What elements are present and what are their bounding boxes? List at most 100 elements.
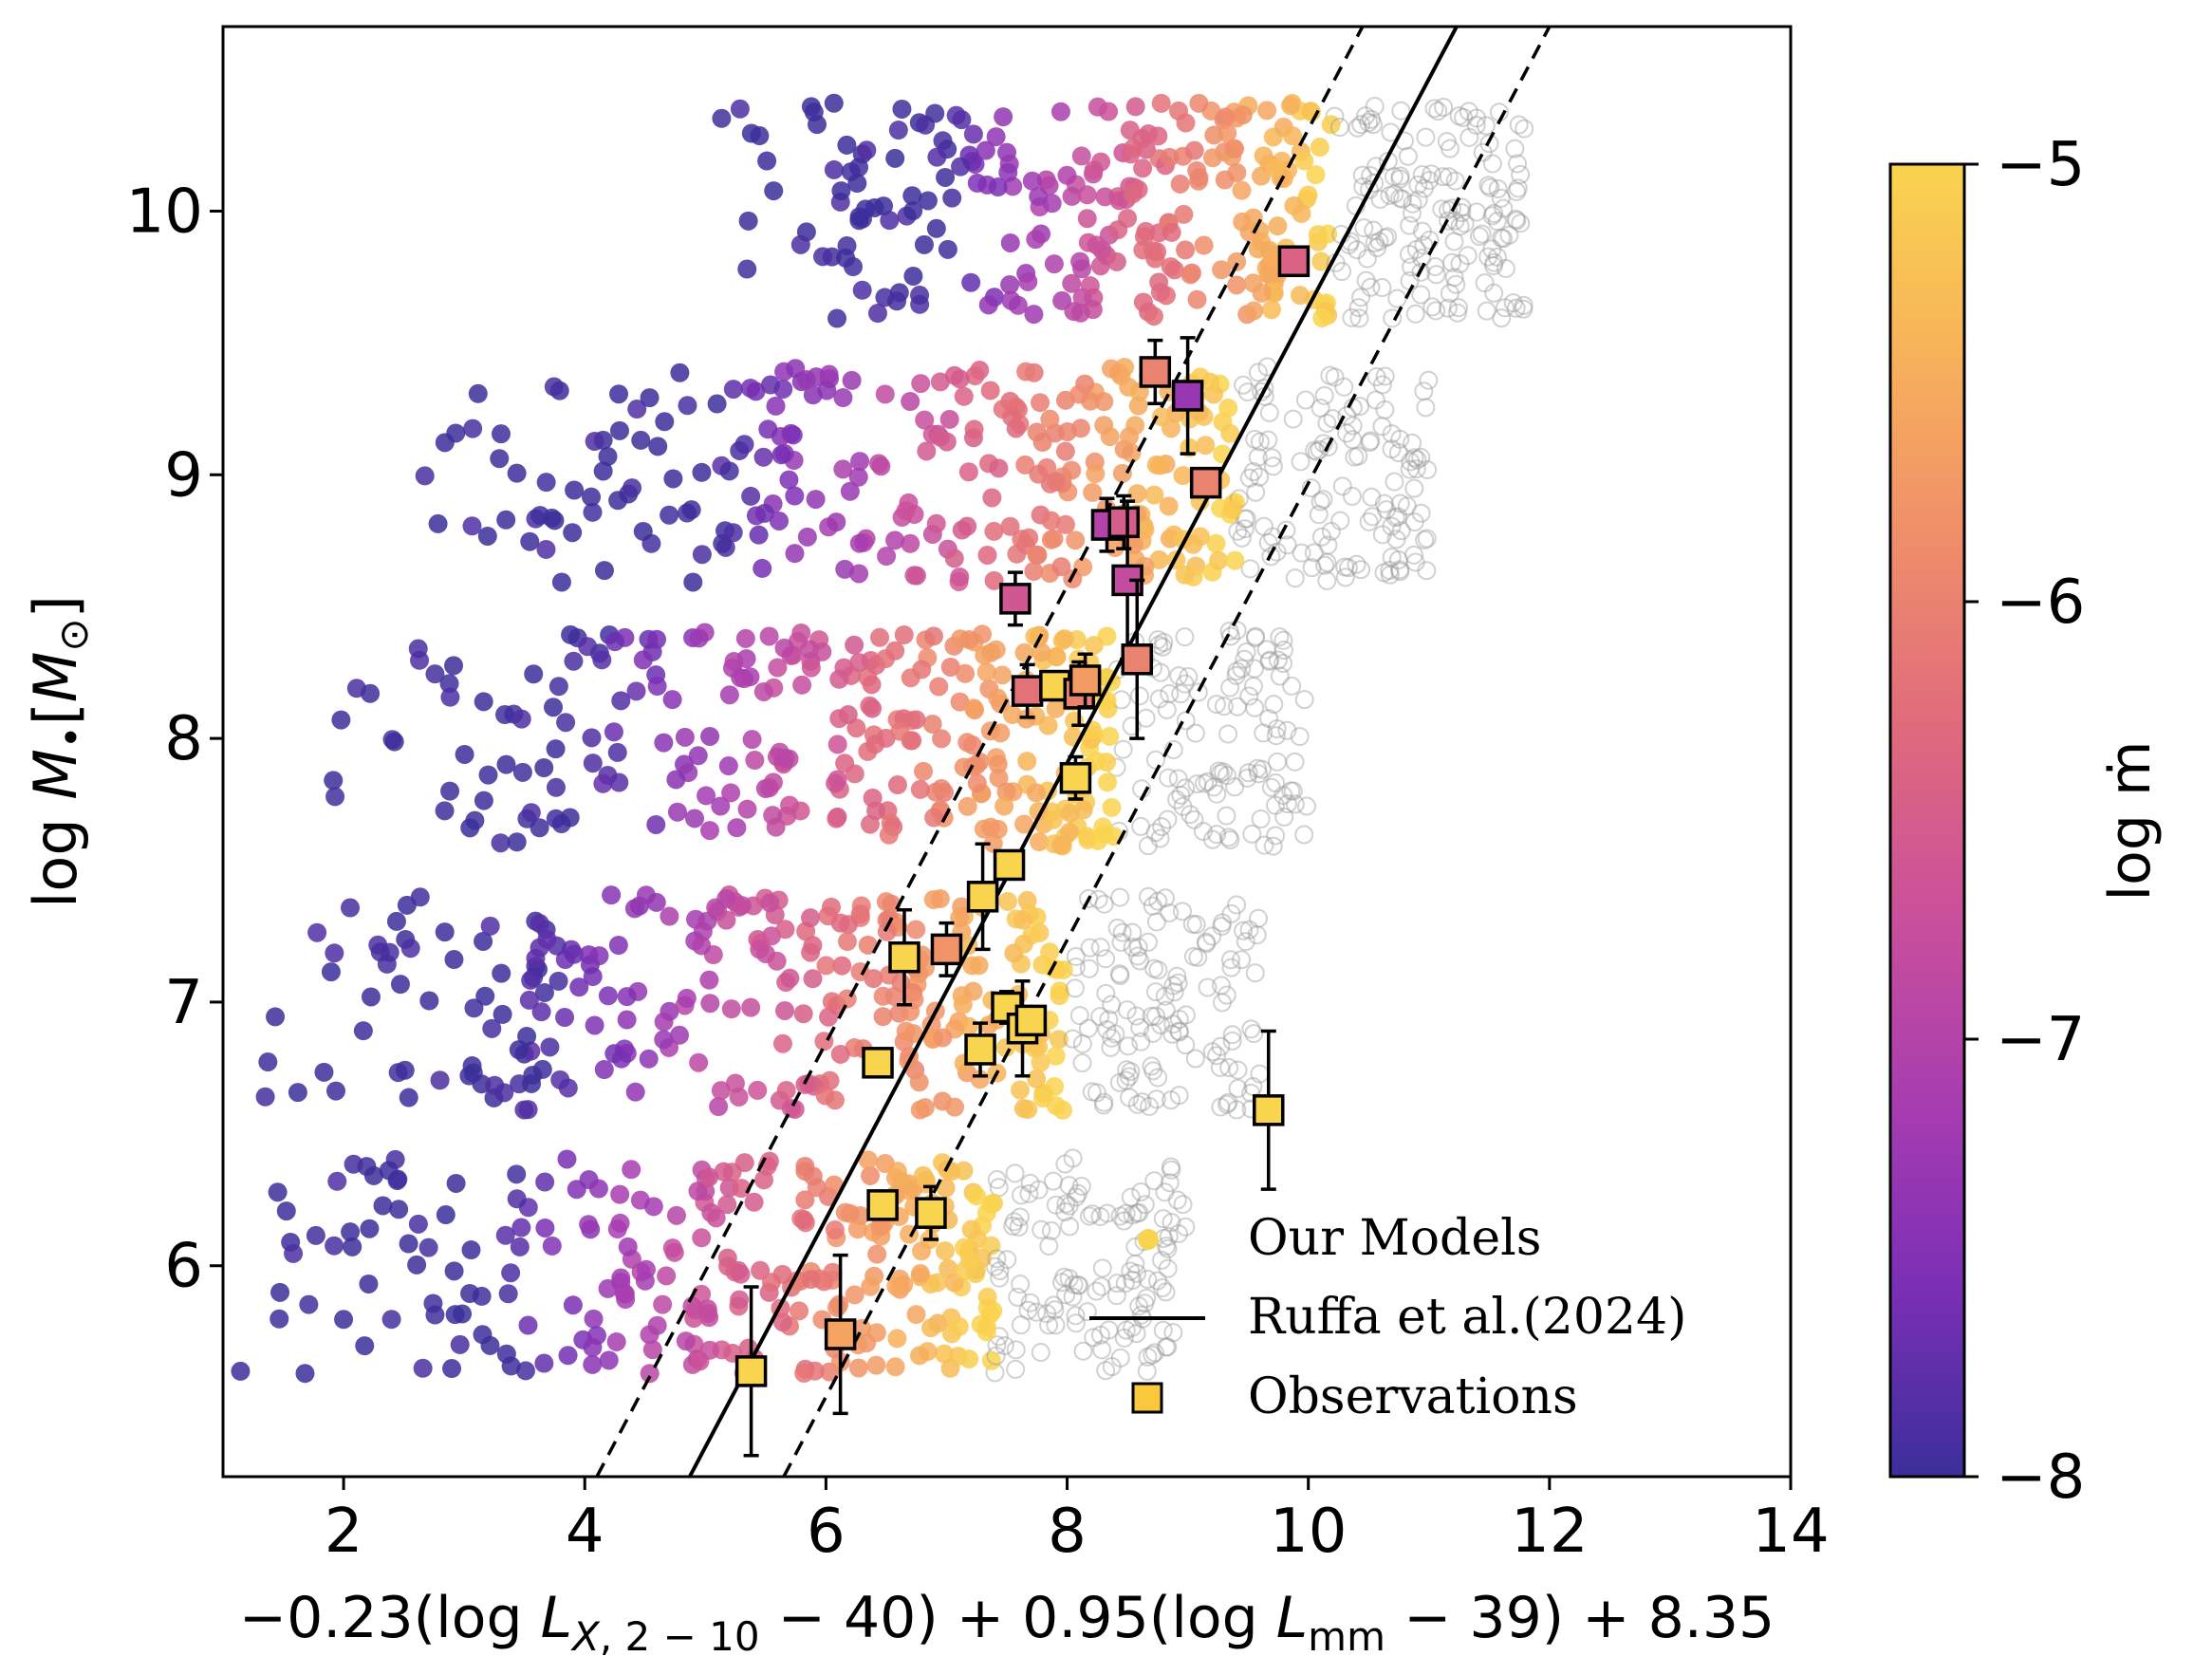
- model-point: [870, 1217, 890, 1237]
- model-point: [769, 511, 789, 530]
- model-point-empty: [1270, 666, 1290, 686]
- model-point: [933, 1028, 953, 1048]
- model-point-empty: [1356, 270, 1376, 290]
- model-point-empty: [1408, 175, 1428, 195]
- model-point: [922, 714, 942, 734]
- model-point: [558, 1346, 578, 1366]
- model-point: [1018, 271, 1038, 291]
- observation-marker: [993, 848, 1026, 882]
- model-point: [1160, 147, 1180, 167]
- model-point-empty: [1411, 285, 1431, 305]
- model-point-empty: [1515, 119, 1534, 139]
- model-point-empty: [1063, 1029, 1083, 1049]
- model-point-empty: [1246, 482, 1266, 502]
- observation-point: [964, 1021, 996, 1078]
- model-point: [1202, 148, 1222, 168]
- model-point: [967, 773, 987, 793]
- model-point-empty: [1247, 925, 1267, 945]
- model-point: [764, 181, 784, 201]
- model-point: [775, 1000, 795, 1020]
- model-point: [885, 148, 905, 168]
- model-point-empty: [1255, 835, 1274, 855]
- model-point: [688, 1182, 708, 1201]
- model-point-empty: [1366, 390, 1385, 410]
- y-axis-label: log M•[M⊙]: [21, 595, 97, 908]
- model-point-empty: [1132, 1092, 1152, 1112]
- model-point: [771, 445, 791, 465]
- model-point-empty: [1145, 982, 1165, 1002]
- model-point: [583, 502, 603, 522]
- model-point: [1014, 642, 1034, 662]
- model-point: [1216, 107, 1236, 127]
- model-point: [334, 1310, 354, 1330]
- model-point-empty: [1159, 768, 1179, 788]
- colorbar-ticks: −5 −6 −7 −8: [1964, 130, 2085, 1513]
- model-point: [930, 372, 950, 392]
- model-point: [1248, 239, 1268, 259]
- model-point: [936, 167, 956, 187]
- model-point-empty: [1207, 1046, 1227, 1066]
- model-point: [1050, 981, 1069, 1001]
- model-point: [507, 832, 527, 852]
- model-point-empty: [1475, 273, 1495, 293]
- model-point: [744, 1192, 764, 1212]
- model-point: [324, 771, 344, 791]
- observation-marker: [966, 881, 999, 913]
- model-point: [491, 424, 511, 444]
- model-point: [664, 1242, 684, 1262]
- model-point-empty: [1403, 194, 1422, 214]
- x-tick-label: 2: [325, 1497, 363, 1567]
- model-point: [921, 1318, 941, 1338]
- model-point-empty: [1273, 630, 1293, 650]
- model-point: [535, 1218, 555, 1238]
- model-point-empty: [1487, 212, 1507, 232]
- model-point: [813, 247, 833, 267]
- model-point: [965, 366, 985, 386]
- model-point-empty: [1415, 530, 1435, 549]
- model-point-empty: [1123, 1270, 1143, 1290]
- model-point: [565, 480, 585, 500]
- model-point: [1019, 528, 1039, 548]
- model-point-empty: [1390, 166, 1410, 186]
- observation-marker: [1121, 643, 1153, 676]
- model-point: [594, 561, 614, 581]
- model-point: [1312, 308, 1332, 328]
- model-point-empty: [1129, 1296, 1149, 1316]
- model-point-empty: [1348, 118, 1367, 138]
- model-point: [611, 1268, 631, 1288]
- model-point-empty: [1418, 460, 1438, 480]
- model-point-empty: [1467, 108, 1487, 128]
- model-point-empty: [1218, 1092, 1238, 1112]
- model-point-empty: [1187, 774, 1207, 794]
- observation-marker: [1277, 245, 1310, 278]
- model-point-empty: [1330, 511, 1350, 530]
- model-point: [519, 990, 539, 1010]
- model-point-empty: [1482, 239, 1502, 259]
- model-point: [885, 530, 905, 550]
- model-point: [546, 809, 566, 828]
- model-point: [753, 558, 772, 578]
- model-point-empty: [1188, 947, 1208, 967]
- model-point-empty: [1127, 1263, 1147, 1283]
- model-point: [845, 635, 864, 655]
- model-point-empty: [1440, 284, 1459, 304]
- model-point-empty: [1153, 637, 1173, 657]
- model-point-empty: [1116, 1070, 1136, 1090]
- model-point-empty: [1366, 367, 1386, 387]
- model-point-empty: [1380, 565, 1400, 585]
- model-point-empty: [1268, 752, 1288, 772]
- model-point-empty: [1183, 946, 1203, 966]
- model-point: [866, 801, 886, 821]
- model-point-empty: [1145, 750, 1165, 770]
- model-point: [450, 1334, 470, 1354]
- model-point: [270, 1282, 290, 1302]
- model-point: [981, 1350, 1001, 1370]
- model-point-empty: [1266, 795, 1286, 815]
- model-point: [1102, 797, 1122, 817]
- model-point-empty: [1116, 1320, 1136, 1340]
- model-point: [734, 435, 754, 455]
- model-point-empty: [1364, 220, 1384, 240]
- observation-marker: [888, 940, 920, 974]
- model-point: [1028, 545, 1048, 565]
- model-point-empty: [1248, 363, 1268, 382]
